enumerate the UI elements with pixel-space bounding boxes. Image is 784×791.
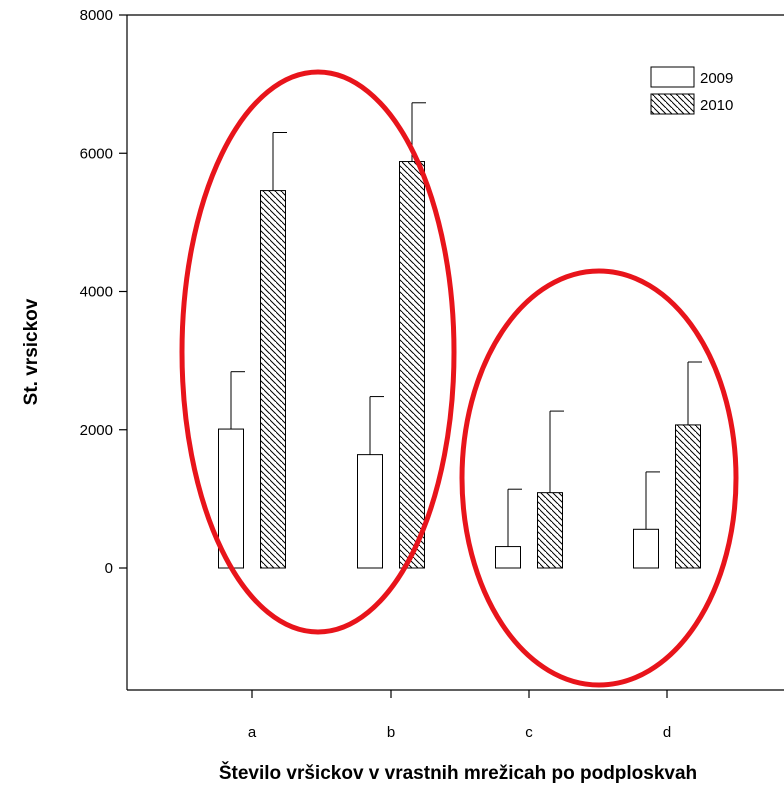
x-tick-label: c	[525, 724, 533, 741]
x-tick-label: a	[248, 724, 257, 741]
legend-label-2009: 2009	[700, 70, 733, 87]
highlight-ellipse-a-b	[179, 69, 457, 635]
bar-2010-d	[675, 424, 701, 569]
legend-label-2010: 2010	[700, 97, 733, 114]
highlight-ellipse-c-d	[459, 268, 739, 688]
legend: 2009 2010	[650, 66, 733, 115]
y-tick-label: 2000	[80, 422, 113, 439]
bar-2009-a	[218, 428, 244, 569]
x-tick-label: d	[663, 724, 671, 741]
x-ticks: a b c d	[248, 690, 671, 741]
bar-2009-b	[357, 454, 383, 569]
x-tick-label: b	[387, 724, 395, 741]
bars	[218, 102, 702, 569]
bar-2009-c	[495, 546, 521, 569]
y-tick-label: 6000	[80, 145, 113, 162]
legend-swatch-2009	[650, 66, 695, 88]
bar-2010-c	[537, 492, 563, 569]
legend-swatch-2010	[650, 93, 695, 115]
y-tick-label: 0	[105, 560, 113, 577]
x-axis-title: Število vršickov v vrastnih mrežicah po …	[219, 762, 697, 784]
bar-2010-b	[399, 161, 425, 569]
y-axis-title: St. vrsickov	[21, 298, 42, 405]
bar-2009-d	[633, 528, 659, 569]
y-ticks: 0 2000 4000 6000 8000	[80, 7, 127, 577]
bar-2010-a	[260, 190, 286, 569]
y-tick-label: 4000	[80, 284, 113, 301]
y-tick-label: 8000	[80, 7, 113, 24]
